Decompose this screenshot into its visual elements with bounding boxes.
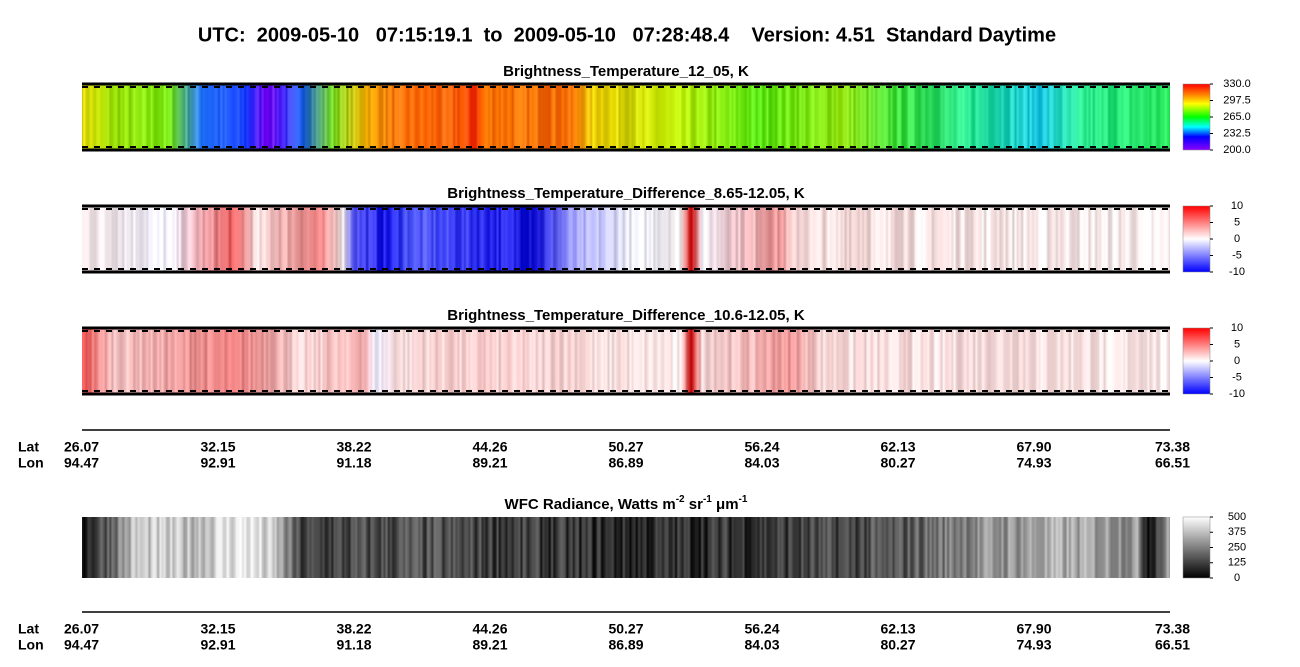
colorbar-label: 0 xyxy=(1234,572,1240,584)
lat-value: 56.24 xyxy=(744,439,779,455)
title-part: -2 xyxy=(676,494,685,505)
title-part: μm xyxy=(712,496,739,513)
lon-value: 74.93 xyxy=(1016,455,1051,471)
lat-value: 26.07 xyxy=(64,439,99,455)
lon-value: 66.51 xyxy=(1155,455,1190,471)
colorbar xyxy=(1182,205,1211,273)
lon-value: 66.51 xyxy=(1155,637,1190,653)
colorbar-label: 330.0 xyxy=(1223,78,1251,90)
title-part: -1 xyxy=(703,494,712,505)
lon-value: 84.03 xyxy=(744,455,779,471)
panel-title: Brightness_Temperature_Difference_8.65-1… xyxy=(447,185,805,202)
lat-value: 73.38 xyxy=(1155,621,1190,637)
lon-value: 89.21 xyxy=(472,637,507,653)
lat-label: Lat xyxy=(18,439,39,455)
lat-value: 44.26 xyxy=(472,439,507,455)
panel-title: WFC Radiance, Watts m-2 sr-1 μm-1 xyxy=(505,494,748,513)
lat-value: 73.38 xyxy=(1155,439,1190,455)
colorbar xyxy=(1182,83,1211,151)
colorbar xyxy=(1182,327,1211,395)
lat-value: 32.15 xyxy=(200,621,235,637)
lat-value: 67.90 xyxy=(1016,439,1051,455)
image-strip xyxy=(82,328,1170,394)
lon-value: 84.03 xyxy=(744,637,779,653)
colorbar-label: -10 xyxy=(1229,388,1245,400)
lon-value: 92.91 xyxy=(200,455,235,471)
lon-value: 74.93 xyxy=(1016,637,1051,653)
lat-value: 50.27 xyxy=(608,439,643,455)
title-part: sr xyxy=(685,496,704,513)
lon-value: 86.89 xyxy=(608,637,643,653)
colorbar-label: 265.0 xyxy=(1223,111,1251,123)
colorbar-label: 5 xyxy=(1234,216,1240,228)
colorbar-label: -10 xyxy=(1229,266,1245,278)
image-strip xyxy=(82,517,1170,578)
lat-value: 56.24 xyxy=(744,621,779,637)
lon-label: Lon xyxy=(18,637,44,653)
colorbar-label: 232.5 xyxy=(1223,127,1251,139)
colorbar xyxy=(1182,516,1211,579)
lon-value: 80.27 xyxy=(880,637,915,653)
lat-value: 38.22 xyxy=(336,621,371,637)
lon-value: 94.47 xyxy=(64,637,99,653)
colorbar-label: 5 xyxy=(1234,338,1240,350)
panel-title: Brightness_Temperature_Difference_10.6-1… xyxy=(447,307,805,324)
colorbar-label: 10 xyxy=(1231,322,1243,334)
lon-value: 91.18 xyxy=(336,455,371,471)
colorbar-label: 0 xyxy=(1234,355,1240,367)
lon-value: 86.89 xyxy=(608,455,643,471)
lat-label: Lat xyxy=(18,621,39,637)
lon-value: 89.21 xyxy=(472,455,507,471)
panel-title: Brightness_Temperature_12_05, K xyxy=(503,63,749,80)
colorbar-label: -5 xyxy=(1232,249,1242,261)
colorbar-label: 297.5 xyxy=(1223,94,1251,106)
image-strip xyxy=(82,84,1170,150)
colorbar-label: 200.0 xyxy=(1223,144,1251,156)
colorbar-label: 375 xyxy=(1228,526,1246,538)
colorbar-label: 0 xyxy=(1234,233,1240,245)
lon-value: 80.27 xyxy=(880,455,915,471)
lon-value: 91.18 xyxy=(336,637,371,653)
lat-value: 67.90 xyxy=(1016,621,1051,637)
lon-label: Lon xyxy=(18,455,44,471)
main-title: UTC: 2009-05-10 07:15:19.1 to 2009-05-10… xyxy=(198,24,1056,46)
lat-value: 62.13 xyxy=(880,621,915,637)
title-part: -1 xyxy=(739,494,748,505)
lon-value: 94.47 xyxy=(64,455,99,471)
colorbar-label: 500 xyxy=(1228,511,1246,523)
lat-value: 38.22 xyxy=(336,439,371,455)
colorbar-label: 125 xyxy=(1228,557,1246,569)
title-part: WFC Radiance, Watts m xyxy=(505,496,676,513)
colorbar-label: 250 xyxy=(1228,541,1246,553)
lat-value: 50.27 xyxy=(608,621,643,637)
lat-value: 32.15 xyxy=(200,439,235,455)
lon-value: 92.91 xyxy=(200,637,235,653)
lat-value: 62.13 xyxy=(880,439,915,455)
colorbar-label: -5 xyxy=(1232,371,1242,383)
image-strip xyxy=(82,206,1170,272)
lat-value: 26.07 xyxy=(64,621,99,637)
lat-value: 44.26 xyxy=(472,621,507,637)
colorbar-label: 10 xyxy=(1231,200,1243,212)
